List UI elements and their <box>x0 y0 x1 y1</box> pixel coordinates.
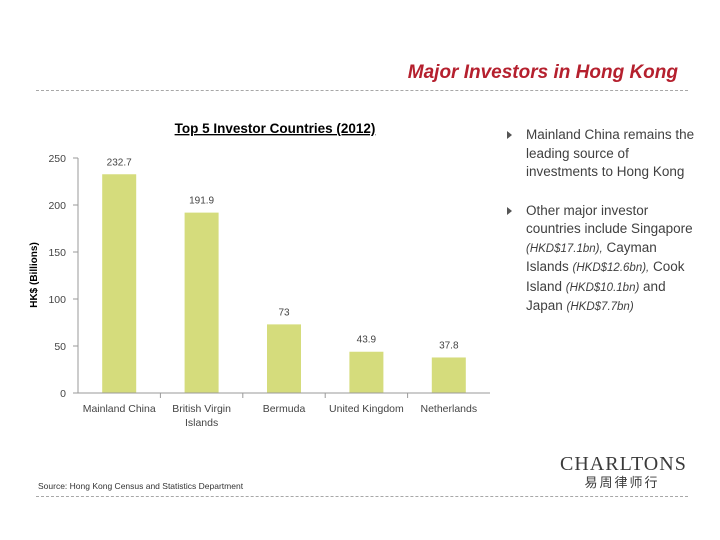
source-note: Source: Hong Kong Census and Statistics … <box>38 481 244 491</box>
bullet-value-cook: (HKD$10.1bn) <box>565 281 640 294</box>
bullet-list: Mainland China remains the leading sourc… <box>504 126 699 337</box>
category-label: Mainland China <box>83 403 156 415</box>
bar <box>102 174 137 393</box>
bar-value-label: 43.9 <box>357 335 377 346</box>
y-axis-label: HK$ (Billions) <box>29 242 40 308</box>
y-tick-label: 50 <box>54 341 66 353</box>
bar <box>349 351 384 393</box>
bullet-item: Mainland China remains the leading sourc… <box>504 126 699 182</box>
bullet-text: Other major investor countries include S… <box>526 203 693 314</box>
logo-subtitle: 易周律师行 <box>584 476 660 491</box>
y-tick-label: 0 <box>60 388 66 400</box>
y-tick-label: 150 <box>48 247 66 259</box>
bar <box>184 212 219 393</box>
bullet-value-japan: (HKD$7.7bn) <box>566 301 634 313</box>
bullet-value-singapore: (HKD$17.1bn), <box>526 242 603 255</box>
bottom-divider <box>36 496 688 497</box>
logo-name: CHARLTONS <box>560 453 687 475</box>
bar-value-label: 191.9 <box>189 196 214 207</box>
category-label: United Kingdom <box>329 403 404 415</box>
bullet-text-part: and Japan <box>526 278 666 314</box>
bar <box>431 357 466 393</box>
bar-chart: Top 5 Investor Countries (2012) HK$ (Bil… <box>29 121 490 429</box>
bullet-text-part: Mainland China remains the leading sourc… <box>526 127 695 179</box>
bullet-arrow-icon <box>507 131 512 139</box>
y-tick-label: 250 <box>48 153 66 165</box>
bar-value-label: 37.8 <box>439 340 459 351</box>
y-tick-label: 100 <box>48 294 66 306</box>
bar-value-label: 73 <box>278 307 290 318</box>
bullet-item: Other major investor countries include S… <box>504 202 699 317</box>
bullet-text-part: Cook Island <box>526 259 685 294</box>
bar-value-label: 232.7 <box>107 157 132 168</box>
category-label: Bermuda <box>263 403 306 415</box>
bullet-value-cayman: (HKD$12.6bn), <box>572 262 650 274</box>
bullet-text-part: Other major investor countries include S… <box>526 202 693 237</box>
category-label: Netherlands <box>420 403 477 415</box>
y-tick-label: 200 <box>48 200 66 212</box>
chart-title: Top 5 Investor Countries (2012) <box>175 121 376 136</box>
bullet-text: Mainland China remains the leading sourc… <box>526 127 694 179</box>
top-divider <box>36 90 688 91</box>
bullet-text-part: Cayman Islands <box>526 239 657 275</box>
bullet-arrow-icon <box>507 206 512 215</box>
slide-title: Major Investors in Hong Kong <box>407 62 678 83</box>
bar <box>267 324 301 393</box>
category-label: British Virgin Islands <box>172 403 231 429</box>
charltons-logo: CHARLTONS 易周律师行 <box>560 453 687 493</box>
